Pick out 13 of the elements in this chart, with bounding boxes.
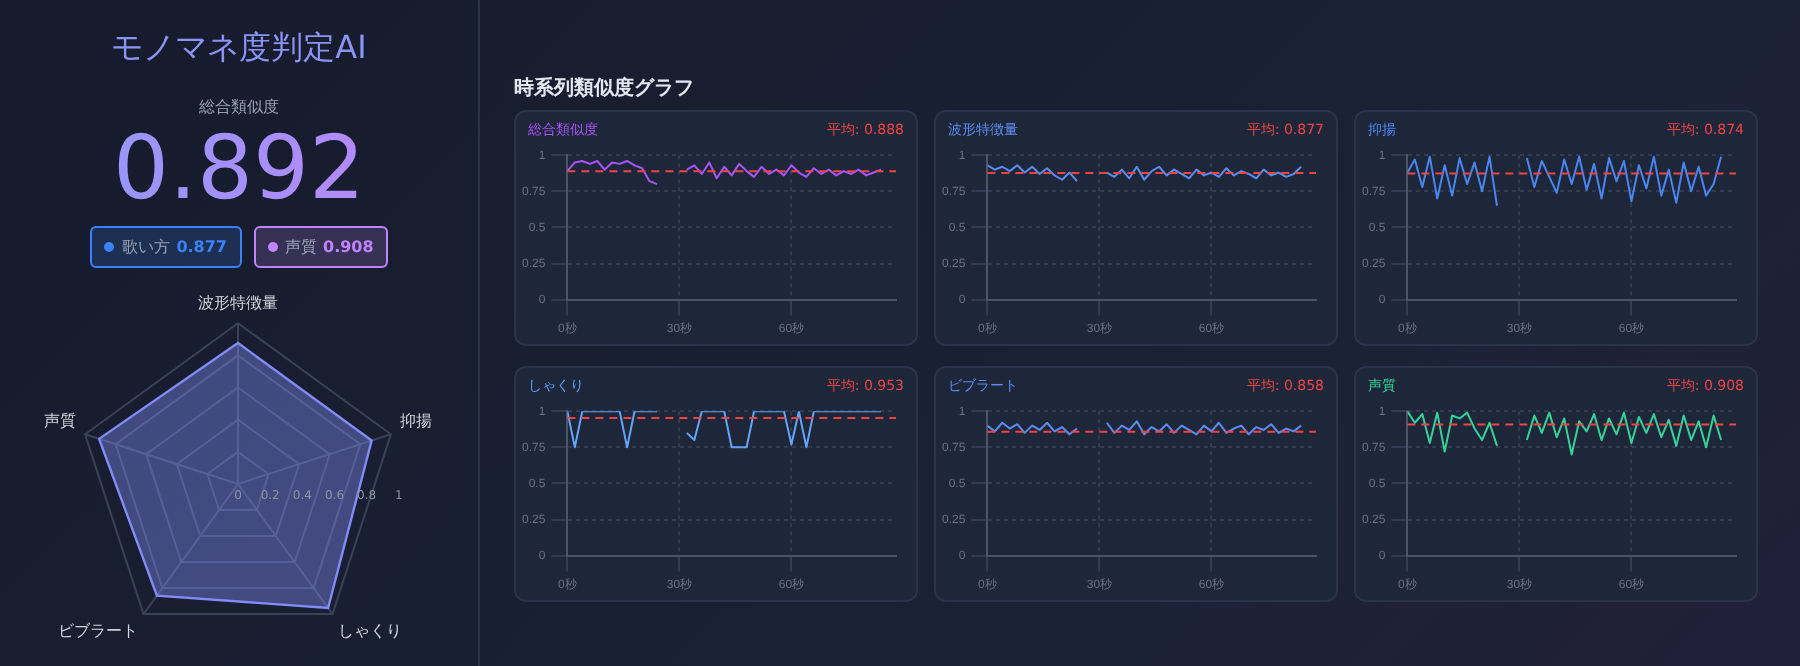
spoke-label: 抑揚 [400, 411, 433, 430]
spoke-label: 声質 [43, 411, 76, 430]
spoke-label: ビブラート [57, 621, 138, 640]
text: 時系列類似度グラフ [514, 74, 694, 102]
data-label: 0.877 [176, 238, 227, 256]
text: 0.892 [0, 118, 478, 220]
category-label: 歌い方 [122, 238, 171, 256]
text: モノマネ度判定AI [109, 28, 369, 70]
text: 総合類似度 [197, 96, 281, 118]
spoke-label: しゃくり [338, 621, 403, 640]
data-label: 0.908 [323, 238, 374, 256]
spoke-label: 波形特徴量 [198, 293, 278, 312]
category-label: 声質 [285, 238, 317, 256]
